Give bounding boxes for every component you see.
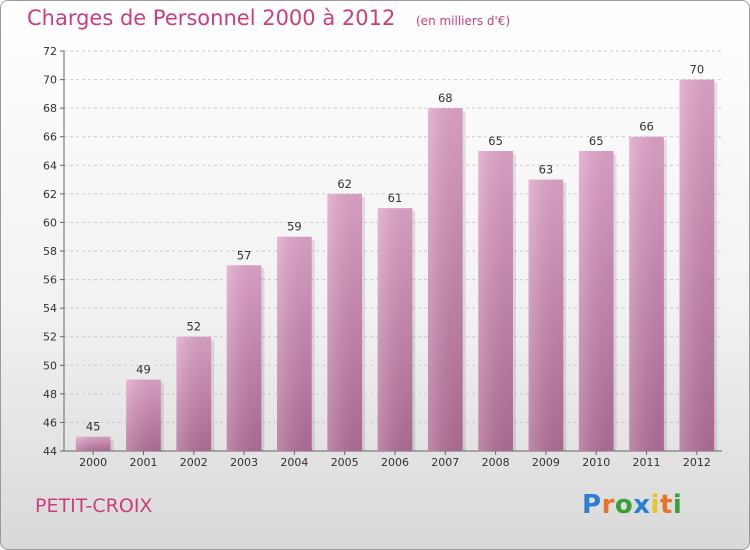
x-tick-label: 2010	[582, 456, 610, 469]
x-tick-label: 2004	[280, 456, 308, 469]
y-tick-label: 72	[43, 45, 57, 58]
bar-highlight	[176, 336, 212, 451]
x-tick-label: 2006	[381, 456, 409, 469]
y-tick-label: 66	[43, 131, 57, 144]
x-tick-label: 2007	[431, 456, 459, 469]
y-tick-label: 44	[43, 445, 57, 458]
data-label-2005: 62	[337, 177, 352, 191]
bar-highlight	[75, 436, 111, 451]
data-label-2002: 52	[186, 320, 201, 334]
x-tick-label: 2012	[683, 456, 711, 469]
labels: 44 46 48 50 52 54 56 58 60 62 64 66 68 70 72 45 2000 49 20…	[43, 45, 711, 469]
x-tick-label: 2002	[180, 456, 208, 469]
commune-name: PETIT-CROIX	[35, 495, 153, 517]
logo-letter: i	[650, 490, 660, 520]
data-label-2011: 66	[639, 120, 654, 134]
bar-highlight	[578, 151, 614, 451]
data-label-2012: 70	[690, 63, 705, 77]
data-label-2007: 68	[438, 91, 453, 105]
y-tick-label: 58	[43, 245, 57, 258]
bar-highlight	[478, 151, 513, 451]
logo-letter: t	[659, 490, 673, 520]
y-tick-label: 52	[43, 331, 57, 344]
data-label-2000: 45	[86, 420, 101, 434]
y-tick-label: 64	[43, 159, 57, 172]
x-tick-label: 2011	[633, 456, 661, 469]
x-tick-label: 2003	[230, 456, 258, 469]
bar-highlight	[528, 179, 564, 452]
data-label-2003: 57	[237, 248, 252, 262]
y-tick-label: 68	[43, 102, 57, 115]
y-tick-label: 46	[43, 416, 57, 429]
data-label-2010: 65	[589, 134, 604, 148]
logo-letter: P	[582, 490, 602, 520]
y-tick-label: 56	[43, 274, 57, 287]
x-tick-label: 2000	[79, 456, 107, 469]
bar-highlight	[629, 136, 664, 451]
data-label-2001: 49	[136, 363, 151, 377]
data-label-2004: 59	[287, 220, 302, 234]
logo-letter: r	[601, 490, 615, 520]
bar-highlight	[377, 208, 413, 451]
logo-letter: o	[614, 490, 634, 520]
bar-highlight	[427, 108, 463, 452]
chart-subtitle: (en milliers d'€)	[416, 14, 511, 28]
proxiti-logo: Proxiti	[582, 490, 682, 520]
bar-highlight	[679, 79, 715, 452]
x-tick-label: 2005	[331, 456, 359, 469]
y-tick-label: 48	[43, 388, 57, 401]
bars	[75, 79, 718, 452]
bar-highlight	[327, 193, 363, 451]
y-tick-label: 50	[43, 359, 57, 372]
chart-title-text: Charges de Personnel 2000 à 2012	[27, 6, 396, 30]
chart-title: Charges de Personnel 2000 à 2012 (en mil…	[27, 6, 510, 30]
data-label-2008: 65	[488, 134, 503, 148]
data-label-2009: 63	[539, 163, 554, 177]
logo-letter: x	[633, 490, 651, 520]
bar-highlight	[277, 236, 312, 451]
bar-highlight	[226, 265, 262, 451]
logo-letter: i	[672, 490, 683, 520]
y-tick-label: 54	[43, 302, 57, 315]
y-tick-label: 60	[43, 216, 57, 229]
y-tick-label: 62	[43, 188, 57, 201]
x-tick-label: 2001	[129, 456, 157, 469]
x-tick-label: 2008	[482, 456, 510, 469]
bar-highlight	[126, 379, 161, 451]
data-label-2006: 61	[388, 191, 403, 205]
x-tick-label: 2009	[532, 456, 560, 469]
y-tick-label: 70	[43, 74, 57, 87]
